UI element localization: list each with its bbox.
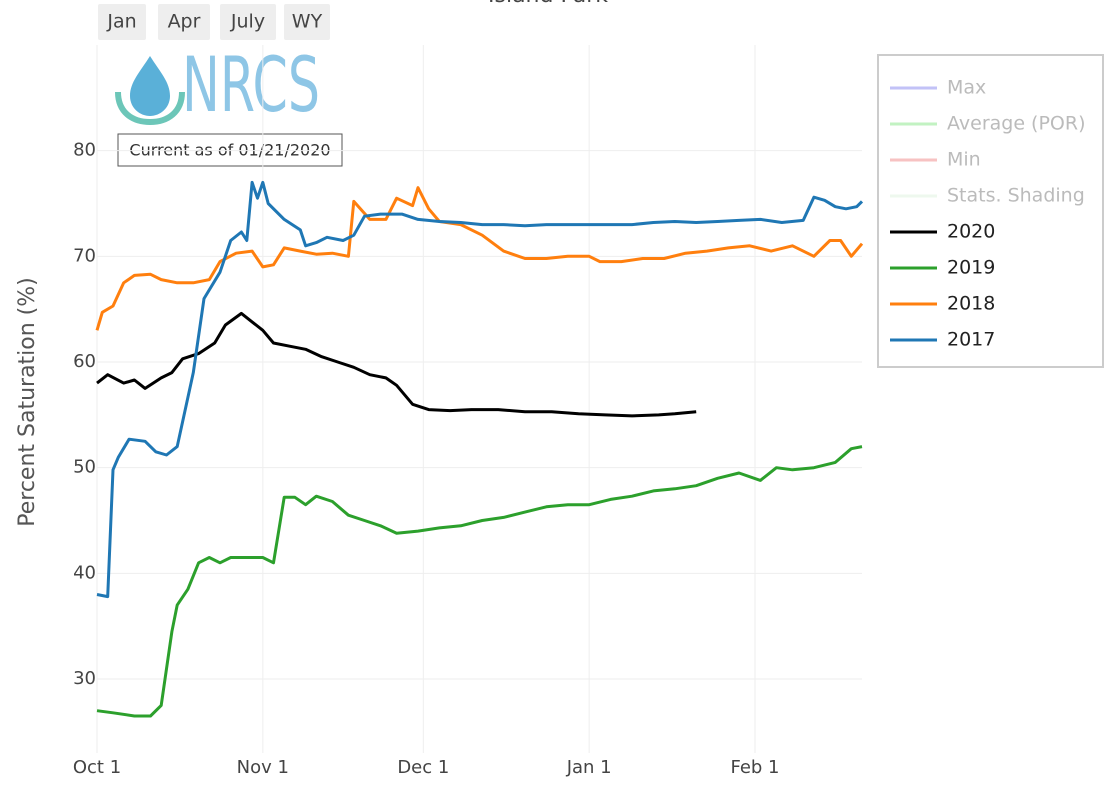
legend-label: 2018	[947, 293, 995, 315]
x-tick-label: Feb 1	[730, 757, 779, 778]
legend-label: Average (POR)	[947, 113, 1086, 135]
range-button[interactable]: July	[220, 4, 276, 40]
button-bg	[220, 4, 276, 40]
logo-text: NRCS	[182, 40, 320, 129]
series-line	[96, 445, 863, 718]
y-tick-label: 60	[73, 351, 96, 372]
button-label: Jan	[106, 11, 136, 33]
x-tick-label: Nov 1	[237, 757, 289, 778]
y-tick-label: 40	[73, 562, 96, 583]
legend-item[interactable]: 2018	[890, 293, 995, 315]
range-button[interactable]: Jan	[98, 4, 146, 40]
legend-label: Stats. Shading	[947, 185, 1085, 207]
button-label: Apr	[168, 11, 201, 33]
x-tick-label: Dec 1	[397, 757, 449, 778]
range-button[interactable]: Apr	[158, 4, 210, 40]
legend-item[interactable]: 2020	[890, 221, 995, 243]
legend-label: 2017	[947, 329, 995, 351]
legend-label: 2019	[947, 257, 995, 279]
range-button[interactable]: WY	[284, 4, 330, 40]
legend-box	[877, 54, 1104, 368]
button-bg	[284, 4, 330, 40]
button-bg	[98, 4, 146, 40]
legend-label: Max	[947, 77, 986, 99]
x-tick-label: Oct 1	[73, 757, 121, 778]
legend-item[interactable]: Average (POR)	[890, 113, 1086, 135]
y-tick-label: 80	[73, 140, 96, 161]
logo-arc	[115, 91, 185, 126]
button-bg	[158, 4, 210, 40]
y-tick-label: 70	[73, 245, 96, 266]
button-label: WY	[292, 11, 323, 33]
annotation-box	[117, 133, 343, 167]
annotation: Current as of 01/21/2020	[129, 141, 330, 160]
series-line	[95, 186, 864, 331]
logo-drop	[130, 56, 170, 116]
range-buttons: Jan Apr July WY	[98, 4, 330, 40]
x-tick-label: Jan 1	[566, 757, 612, 778]
series-line	[96, 180, 864, 599]
chart-title: Island Park	[488, 0, 608, 8]
y-tick-label: 30	[73, 668, 96, 689]
legend: Max Average (POR) Min Stats. Shading 2020 201…	[890, 77, 1086, 351]
legend-item[interactable]: 2019	[890, 257, 995, 279]
y-axis-label: Percent Saturation (%)	[15, 277, 40, 527]
y-tick-label: 50	[73, 457, 96, 478]
legend-label: Min	[947, 149, 981, 171]
grid: 30 40 50 60 70 80 Oct 1 Nov 1 Dec 1 Jan 1 Feb 1	[73, 45, 862, 778]
legend-label: 2020	[947, 221, 995, 243]
legend-item[interactable]: Min	[890, 149, 981, 171]
lines	[95, 180, 864, 718]
logo: NRCS	[115, 40, 320, 129]
legend-item[interactable]: 2017	[890, 329, 995, 351]
legend-item[interactable]: Max	[890, 77, 986, 99]
series-line	[96, 311, 697, 418]
button-label: July	[230, 11, 265, 33]
legend-item[interactable]: Stats. Shading	[890, 185, 1085, 207]
